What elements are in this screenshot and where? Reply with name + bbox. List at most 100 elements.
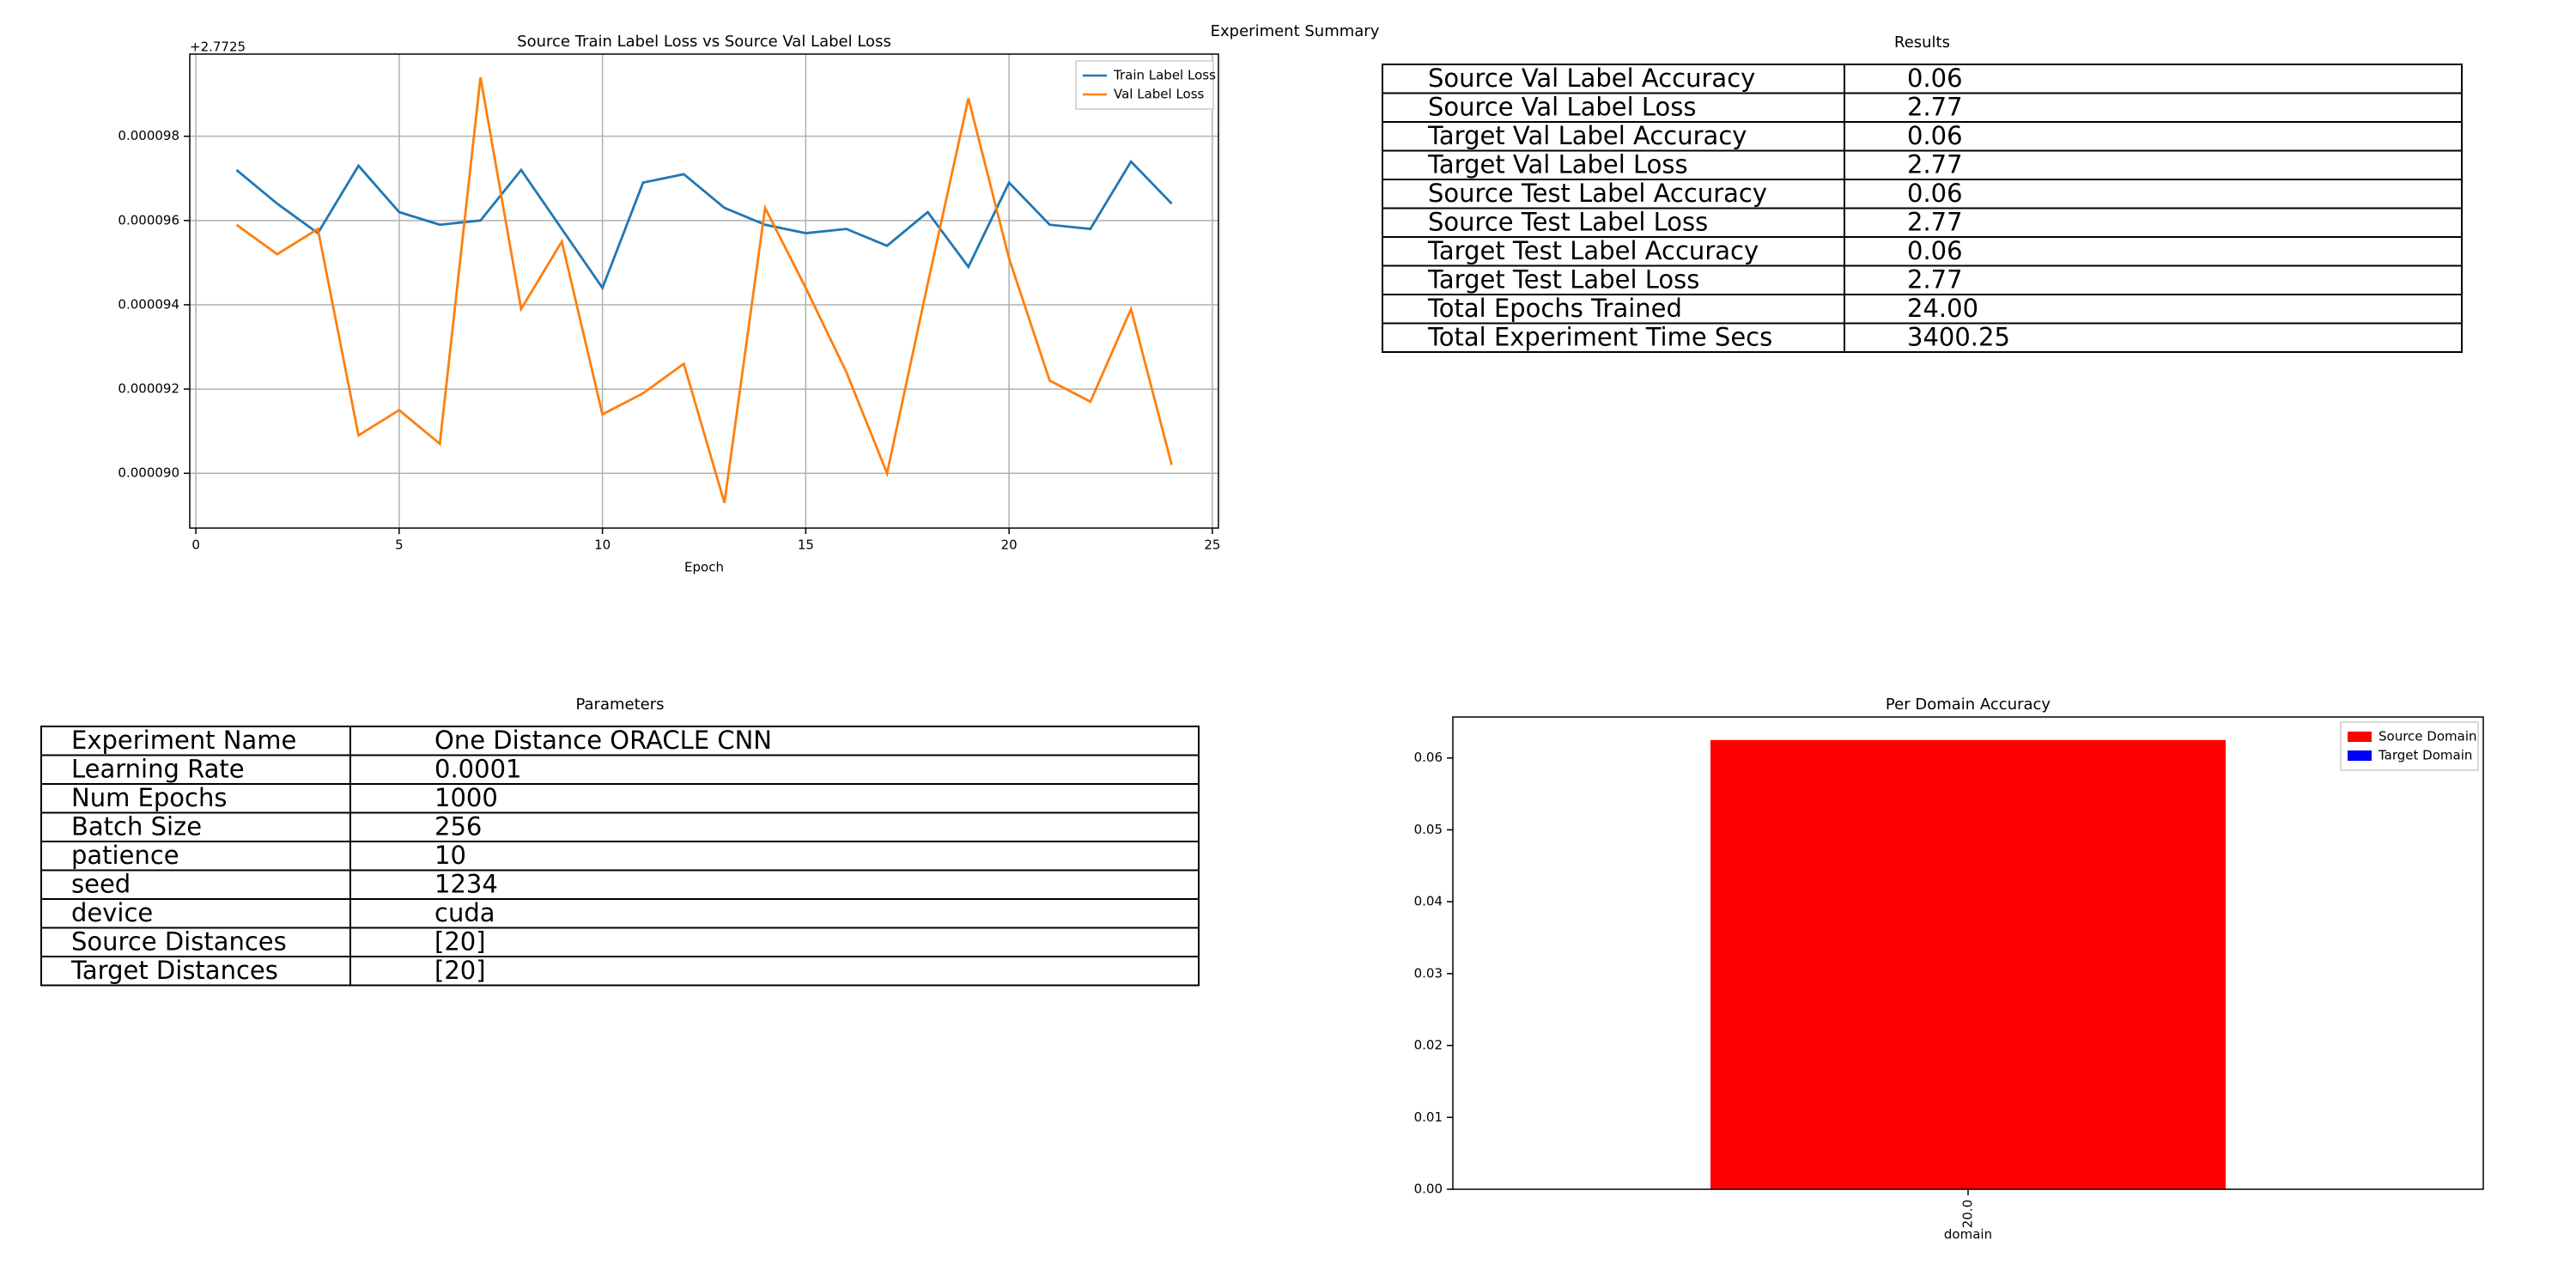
x-axis-label: domain (1944, 1227, 1992, 1242)
table-value: 2.77 (1907, 92, 1963, 121)
table-value: 0.06 (1907, 121, 1963, 150)
y-tick-label: 0.000090 (118, 465, 179, 481)
table-key: Target Val Label Accuracy (1427, 121, 1747, 150)
axes-frame (1452, 716, 2484, 1190)
x-tick-label: 15 (798, 538, 814, 553)
table-value: One Distance ORACLE CNN (434, 726, 772, 755)
x-axis-label: Epoch (684, 560, 724, 575)
y-tick-label: 0.000094 (118, 296, 179, 312)
table-cell (1382, 179, 1845, 210)
x-tick-label: 0 (191, 538, 200, 553)
table-key: patience (71, 841, 179, 870)
table-cell (40, 898, 351, 929)
legend-swatch (2348, 750, 2372, 761)
table-value: 3400.25 (1907, 322, 2010, 351)
y-offset-label: +2.7725 (190, 39, 246, 55)
table-key: device (71, 898, 153, 927)
legend-box (1075, 60, 1214, 110)
figure-title: Experiment Summary (1211, 22, 1380, 40)
table-title: Parameters (575, 696, 664, 714)
table-value: [20] (434, 927, 486, 956)
table-cell (1382, 207, 1845, 238)
table-key: Source Test Label Accuracy (1428, 179, 1767, 208)
table-cell (349, 869, 1200, 900)
table-key: Source Val Label Loss (1428, 92, 1697, 121)
axes-frame (189, 53, 1219, 529)
table-cell (1844, 294, 2463, 325)
x-tick-label: 20 (1001, 538, 1018, 553)
table-key: Source Val Label Accuracy (1428, 64, 1755, 93)
table-key: seed (71, 869, 131, 898)
table-key: Target Test Label Loss (1427, 264, 1699, 294)
x-tick-label: 25 (1204, 538, 1220, 553)
table-cell (349, 898, 1200, 929)
table-cell (1844, 92, 2463, 123)
table-key: Target Distances (70, 956, 278, 985)
y-tick-label: 0.000092 (118, 381, 179, 397)
table-value: 1000 (434, 783, 498, 812)
table-value: 0.06 (1907, 236, 1963, 265)
table-key: Total Epochs Trained (1427, 294, 1682, 323)
table-cell (1844, 64, 2463, 94)
line-series (235, 159, 1173, 291)
y-tick-label: 0.05 (1414, 822, 1443, 837)
table-value: [20] (434, 956, 486, 985)
legend-box (2340, 721, 2479, 771)
table-value: 2.77 (1907, 207, 1963, 236)
table-cell (349, 754, 1200, 785)
table-cell (1844, 149, 2463, 180)
bar (1710, 739, 2226, 1189)
table-key: Source Distances (71, 927, 287, 956)
y-tick-label: 0.01 (1414, 1109, 1443, 1125)
table-cell (1844, 264, 2463, 295)
table-title: Results (1894, 33, 1950, 52)
x-tick-label: 10 (594, 538, 611, 553)
table-cell (1844, 322, 2463, 353)
table-cell (1844, 207, 2463, 238)
table-key: Target Test Label Accuracy (1427, 236, 1759, 265)
table-key: Experiment Name (71, 726, 296, 755)
table-cell (1382, 92, 1845, 123)
table-value: 24.00 (1907, 294, 1978, 323)
table-cell (349, 841, 1200, 872)
y-tick-label: 0.00 (1414, 1182, 1443, 1197)
table-key: Target Val Label Loss (1427, 149, 1688, 179)
table-value: 0.0001 (434, 754, 521, 783)
y-tick-label: 0.000098 (118, 128, 179, 143)
legend-label: Target Domain (2378, 748, 2472, 763)
table-cell (1382, 322, 1845, 353)
table-value: 1234 (434, 869, 498, 898)
table-key: Learning Rate (71, 754, 245, 783)
legend-label: Source Domain (2379, 729, 2477, 744)
table-value: 2.77 (1907, 264, 1963, 294)
y-tick-label: 0.06 (1414, 750, 1443, 765)
x-tick-label: 20.0 (1960, 1200, 1976, 1228)
y-tick-label: 0.02 (1414, 1037, 1443, 1053)
table-key: Batch Size (71, 811, 202, 841)
table-value: 0.06 (1907, 64, 1963, 93)
table-value: 256 (434, 811, 482, 841)
table-cell (1844, 179, 2463, 210)
y-tick-label: 0.04 (1414, 894, 1443, 909)
y-tick-label: 0.000096 (118, 212, 179, 228)
table-value: cuda (434, 898, 495, 927)
table-cell (1382, 64, 1845, 94)
chart-title: Source Train Label Loss vs Source Val La… (517, 33, 891, 51)
chart-title: Per Domain Accuracy (1886, 696, 2051, 714)
table-value: 10 (434, 841, 466, 870)
table-value: 2.77 (1907, 149, 1963, 179)
table-key: Num Epochs (71, 783, 227, 812)
x-tick-label: 5 (395, 538, 404, 553)
table-cell (1382, 264, 1845, 295)
table-key: Source Test Label Loss (1428, 207, 1708, 236)
table-key: Total Experiment Time Secs (1427, 322, 1772, 351)
y-tick-label: 0.03 (1414, 965, 1443, 981)
legend-swatch (2348, 732, 2372, 742)
table-cell (1844, 121, 2463, 152)
line-series (235, 76, 1173, 503)
table-cell (349, 927, 1200, 957)
table-value: 0.06 (1907, 179, 1963, 208)
table-cell (349, 811, 1200, 842)
